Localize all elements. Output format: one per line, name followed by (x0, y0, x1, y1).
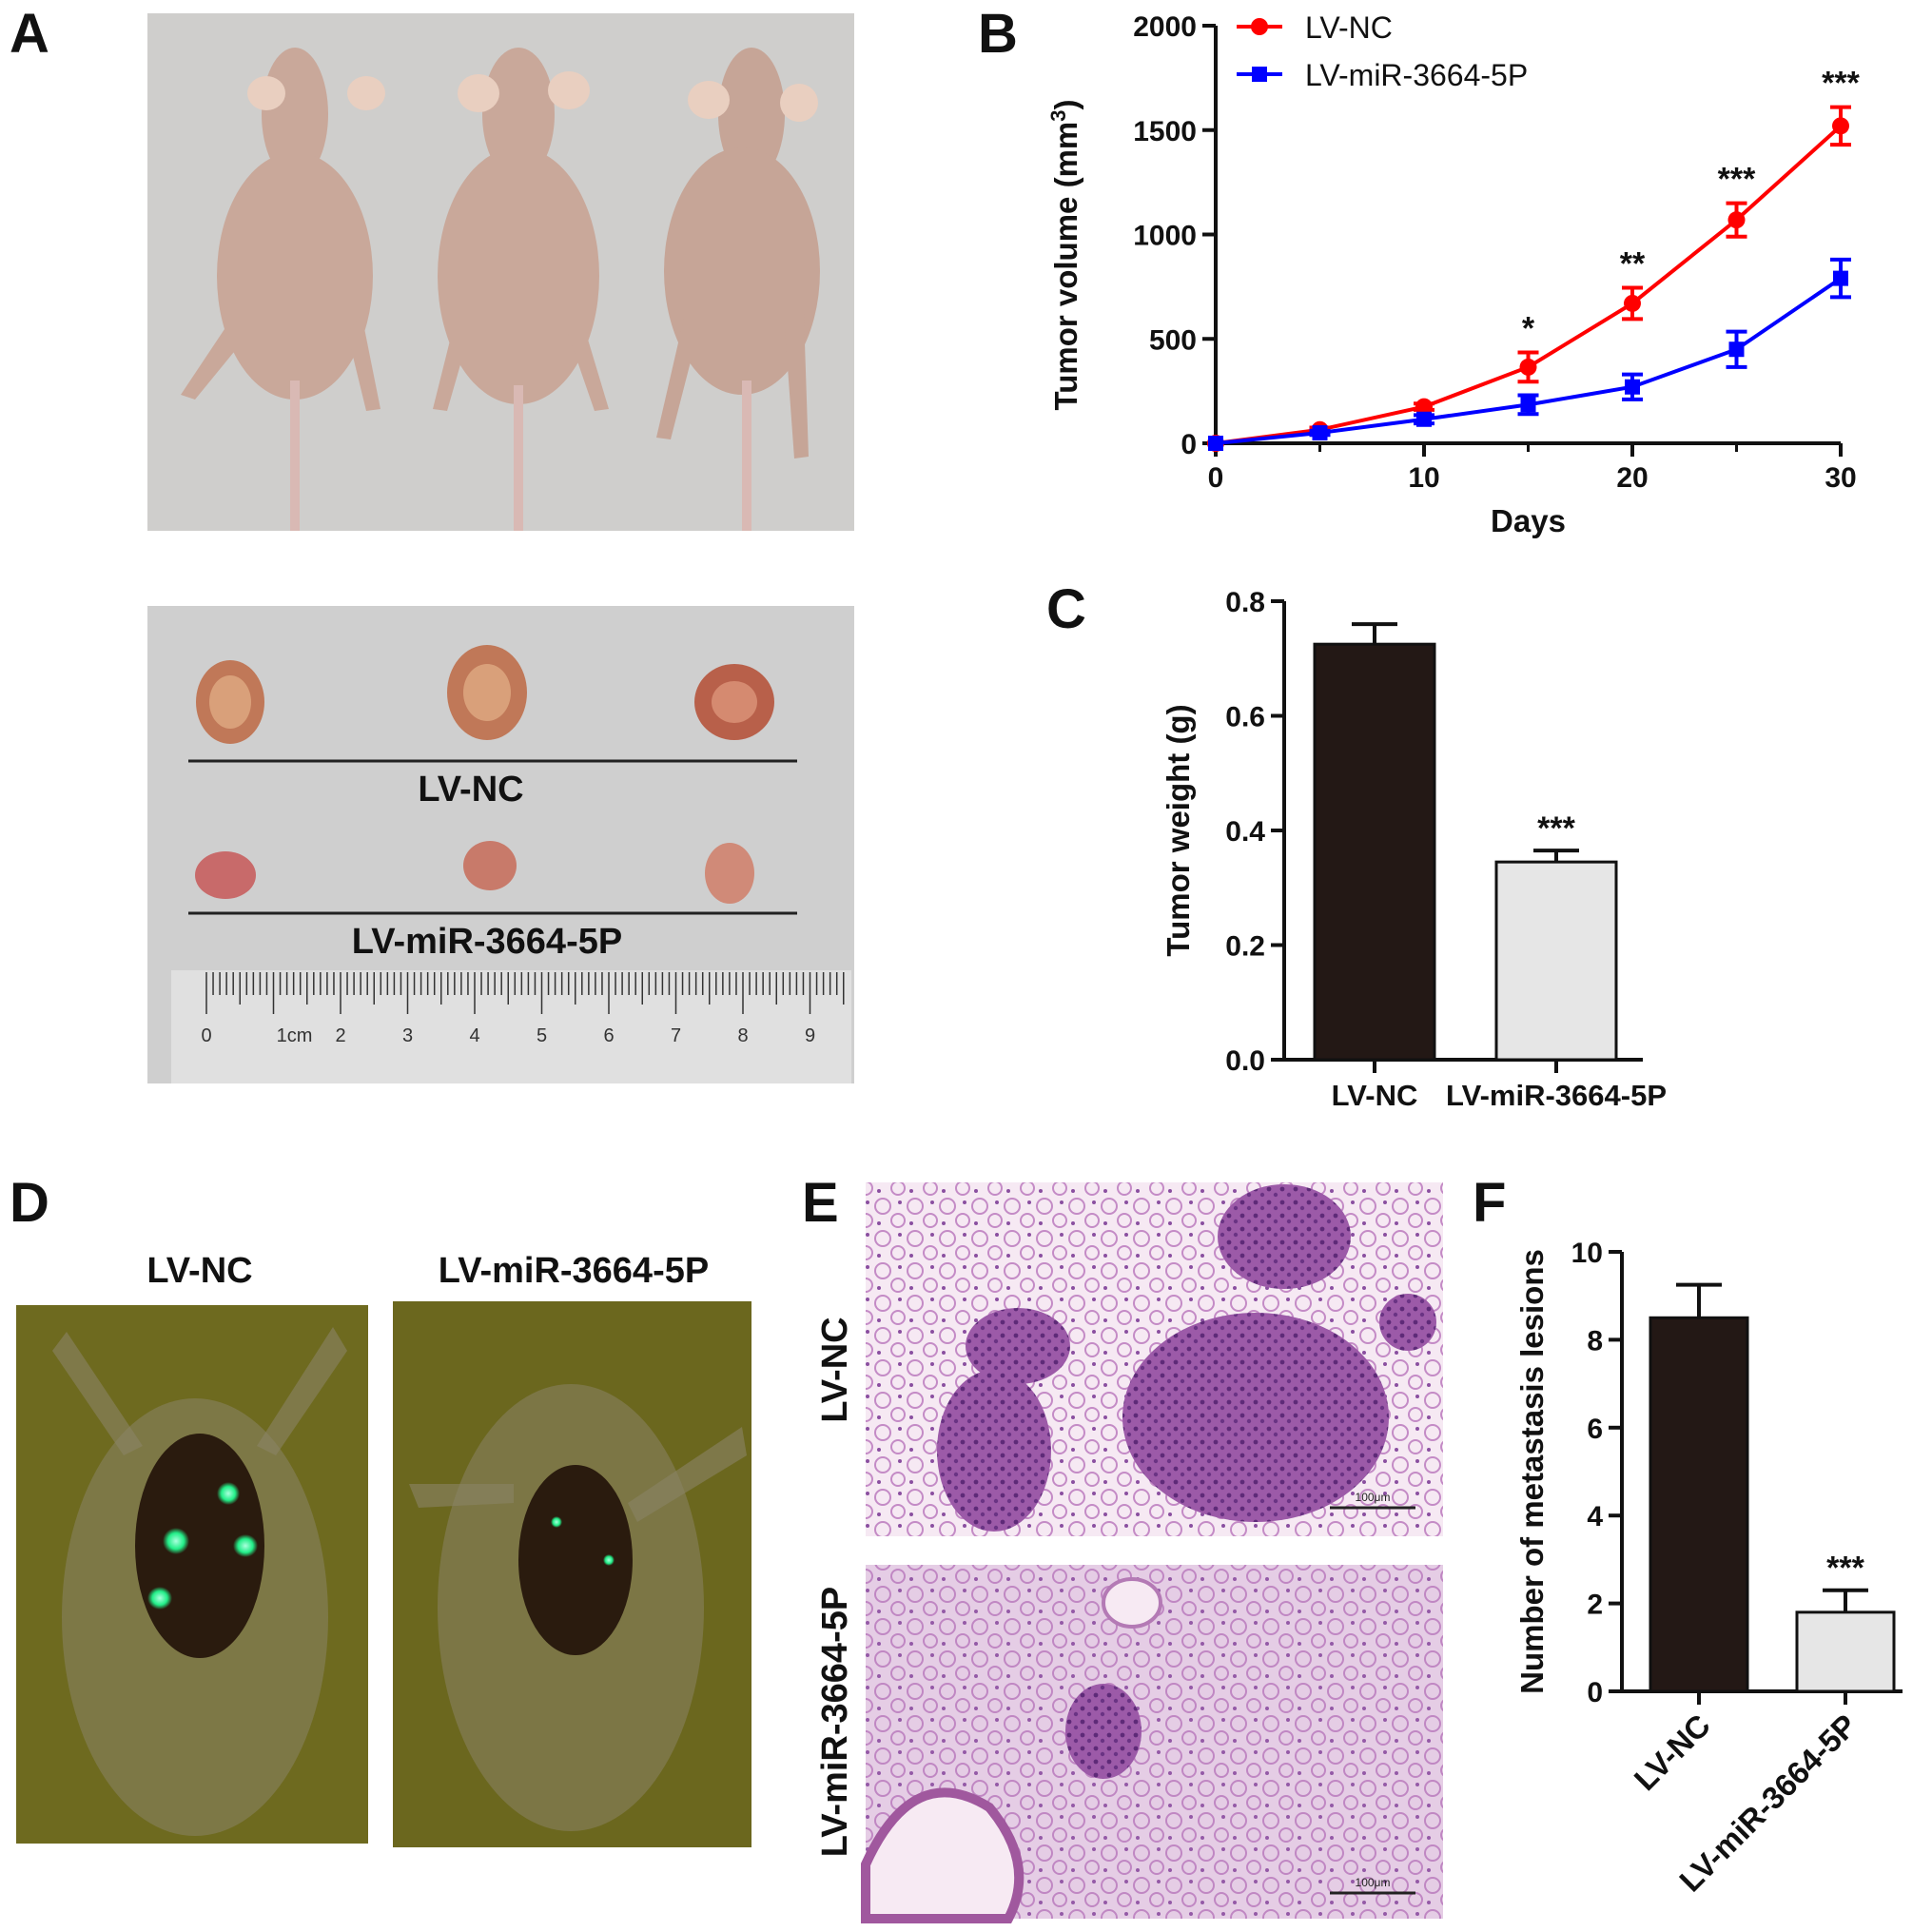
ruler-label: 0 (201, 1025, 211, 1046)
chart-f-ytick-label: 0 (1587, 1677, 1603, 1708)
tumor-label-lv-mir: LV-miR-3664-5P (352, 922, 622, 962)
panel-d-right-title: LV-miR-3664-5P (439, 1251, 709, 1291)
chart-f: 0 2 4 6 8 10 Number of metastasis lesions LV-NC… (1514, 1238, 1903, 1899)
chart-c-category-label: LV-miR-3664-5P (1446, 1079, 1667, 1112)
chart-f-ytick-label: 4 (1587, 1501, 1603, 1532)
ruler-label: 4 (469, 1025, 479, 1046)
chart-f-ylabel: Number of metastasis lesions (1514, 1249, 1550, 1694)
chart-b-legend-marker (1252, 67, 1267, 82)
chart-b-ytick-label: 1500 (1133, 116, 1197, 147)
ruler-label: 6 (603, 1025, 614, 1046)
chart-b-xlabel: Days (1491, 503, 1566, 538)
chart-f-bar-lv-mir (1795, 1610, 1896, 1693)
fluorescence-image-lv-mir (393, 1301, 751, 1847)
ruler-label: 1cm (277, 1025, 313, 1046)
chart-b-point-lv-mir (1728, 342, 1745, 358)
ruler-label: 7 (671, 1025, 681, 1046)
mouse-1 (181, 48, 385, 531)
mouse-2 (433, 48, 609, 531)
chart-f-ytick-label: 8 (1587, 1325, 1603, 1356)
chart-c-ytick-label: 0.4 (1225, 816, 1265, 848)
chart-f-ytick-label: 6 (1587, 1414, 1603, 1445)
chart-c-bar-lv-nc (1313, 642, 1436, 1062)
panel-f: F 0 2 4 6 8 10 Number of metastasis lesions LV-… (1473, 1172, 1903, 1899)
chart-b-point-lv-nc (1832, 117, 1849, 135)
chart-b-ytick-label: 1000 (1133, 221, 1197, 252)
ruler-label: 9 (805, 1025, 815, 1046)
chart-b-point-lv-mir (1208, 436, 1223, 451)
panel-c: C 0.0 0.2 0.4 0.6 0.8 Tumor weight (g) LV-NC LV… (1046, 578, 1667, 1112)
tumor-label-lv-nc: LV-NC (418, 770, 523, 810)
chart-f-significance: *** (1826, 1551, 1864, 1587)
chart-b-point-lv-mir (1416, 411, 1432, 427)
ruler-label: 8 (737, 1025, 748, 1046)
chart-c-bar-lv-mir (1494, 860, 1618, 1062)
panel-f-label: F (1473, 1172, 1506, 1234)
panel-a-label: A (10, 3, 49, 65)
chart-b-point-lv-mir (1312, 425, 1328, 441)
histology-image-lv-mir: 100μm (861, 1565, 1443, 1923)
scale-bar-top: 100μm (1356, 1491, 1391, 1504)
panel-c-label: C (1046, 578, 1086, 640)
chart-b-legend-label: LV-miR-3664-5P (1305, 58, 1528, 92)
chart-b-point-lv-nc (1519, 358, 1537, 376)
histology-image-lv-nc: 100μm (866, 1182, 1443, 1536)
chart-f-bar-lv-nc (1649, 1316, 1749, 1693)
chart-c-ytick-label: 0.8 (1225, 587, 1265, 618)
panel-e-bottom-label: LV-miR-3664-5P (815, 1587, 855, 1857)
chart-b-point-lv-nc (1624, 294, 1641, 312)
panel-d: D LV-NC LV-miR-3664-5P (10, 1172, 751, 1847)
chart-b-xtick-label: 0 (1208, 462, 1224, 494)
mice-photo (147, 13, 854, 531)
fluorescence-image-lv-nc (16, 1305, 368, 1844)
chart-f-category-label: LV-NC (1628, 1708, 1717, 1797)
panel-d-label: D (10, 1172, 49, 1234)
chart-b-point-lv-nc (1415, 398, 1433, 416)
chart-b-ylabel: Tumor volume (mm3) (1046, 99, 1084, 410)
chart-b-ytick-label: 500 (1149, 324, 1197, 356)
chart-c-ytick-label: 0.2 (1225, 931, 1265, 963)
chart-c-ytick-label: 0.0 (1225, 1045, 1265, 1077)
panel-e: E LV-NC LV-miR-3664-5P 100μm 100μm (802, 1172, 1443, 1923)
chart-b-point-lv-mir (1520, 397, 1536, 413)
chart-b-xtick-label: 10 (1408, 462, 1439, 494)
chart-f-ytick-label: 2 (1587, 1590, 1603, 1621)
scale-bar-bottom: 100μm (1356, 1876, 1391, 1889)
chart-c: 0.0 0.2 0.4 0.6 0.8 Tumor weight (g) LV-NC LV-m… (1161, 587, 1667, 1112)
panel-e-label: E (802, 1172, 839, 1234)
tumors-lv-nc (196, 645, 774, 744)
panel-d-left-title: LV-NC (146, 1251, 252, 1291)
chart-b-significance: *** (1822, 66, 1860, 102)
chart-b-xtick-label: 30 (1825, 462, 1856, 494)
chart-b-significance: ** (1620, 245, 1646, 282)
ruler-label: 5 (537, 1025, 547, 1046)
panel-e-top-label: LV-NC (815, 1317, 855, 1422)
chart-b-legend-label: LV-NC (1305, 10, 1393, 45)
chart-c-ytick-label: 0.6 (1225, 702, 1265, 733)
chart-b-ytick-label: 0 (1181, 429, 1197, 460)
tumors-lv-mir (195, 841, 754, 904)
chart-b-significance: * (1522, 311, 1535, 347)
tumor-photo: LV-NC LV-miR-3664-5P 0 1cm 2 3 4 5 6 7 8 9 (147, 606, 854, 1083)
mouse-3 (656, 48, 820, 531)
panel-b-label: B (978, 3, 1018, 65)
chart-b-legend-marker (1251, 18, 1268, 35)
chart-b-ytick-label: 2000 (1133, 11, 1197, 43)
panel-a: A (10, 3, 854, 1083)
chart-f-ytick-label: 10 (1571, 1238, 1603, 1269)
chart-c-ylabel: Tumor weight (g) (1161, 704, 1196, 956)
chart-b-xtick-label: 20 (1616, 462, 1648, 494)
chart-c-category-label: LV-NC (1332, 1079, 1418, 1112)
ruler: 0 1cm 2 3 4 5 6 7 8 9 (171, 970, 851, 1083)
ruler-label: 2 (335, 1025, 345, 1046)
chart-b-point-lv-mir (1625, 379, 1640, 395)
ruler-label: 3 (402, 1025, 413, 1046)
chart-b-point-lv-mir (1833, 270, 1848, 286)
chart-c-significance: *** (1537, 810, 1575, 847)
chart-b-point-lv-nc (1727, 211, 1746, 229)
chart-b-significance: *** (1718, 162, 1756, 198)
